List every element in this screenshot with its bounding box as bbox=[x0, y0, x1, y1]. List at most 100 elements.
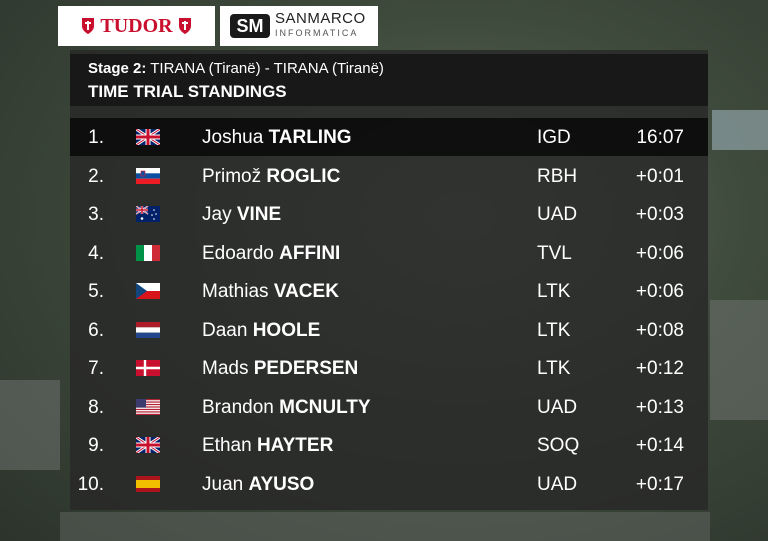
sponsor-name: TUDOR bbox=[100, 14, 173, 37]
rank: 4. bbox=[88, 242, 104, 264]
standing-row: 5. Mathias VACEK LTK +0:06 bbox=[70, 272, 708, 310]
team-code: UAD bbox=[537, 396, 578, 418]
standing-row: 3. Jay VINE UAD +0:03 bbox=[70, 195, 708, 233]
first-name: Mads bbox=[202, 358, 249, 379]
sponsor-sanmarco: SM SANMARCO INFORMATICA bbox=[220, 6, 378, 46]
last-name: ROGLIC bbox=[266, 165, 341, 187]
last-name: AFFINI bbox=[279, 242, 341, 264]
rank: 5. bbox=[88, 281, 104, 302]
background-building bbox=[60, 512, 710, 541]
last-name: HOOLE bbox=[252, 319, 321, 341]
standing-row: 6. Daan HOOLE LTK +0:08 bbox=[70, 311, 708, 349]
team-code: UAD bbox=[537, 204, 578, 225]
sponsor-text: SANMARCO INFORMATICA bbox=[275, 10, 366, 40]
stage-line: Stage 2: TIRANA (Tiranë) - TIRANA (Tiran… bbox=[88, 60, 384, 77]
time: +0:13 bbox=[635, 396, 684, 418]
last-name: VINE bbox=[236, 204, 282, 225]
time: +0:03 bbox=[635, 204, 684, 225]
rider-name: Mads PEDERSEN bbox=[202, 358, 358, 380]
team-code: RBH bbox=[537, 165, 578, 187]
time: +0:06 bbox=[635, 242, 684, 264]
rider-name: Joshua TARLING bbox=[202, 127, 352, 149]
panel-header: Stage 2: TIRANA (Tiranë) - TIRANA (Tiran… bbox=[70, 54, 708, 106]
rider-name: Juan AYUSO bbox=[202, 474, 314, 496]
sm-logo: SM bbox=[230, 14, 270, 38]
country-flag bbox=[136, 206, 160, 222]
standing-row: 9. Ethan HAYTER SOQ +0:14 bbox=[70, 426, 708, 464]
rank: 3. bbox=[88, 204, 104, 225]
country-flag bbox=[136, 321, 160, 338]
time: +0:12 bbox=[635, 358, 684, 379]
rider-name: Primož ROGLIC bbox=[202, 166, 340, 188]
rank: 6. bbox=[88, 319, 104, 341]
first-name: Juan bbox=[202, 473, 244, 495]
sponsor-tudor: TUDOR bbox=[58, 6, 215, 46]
last-name: AYUSO bbox=[248, 473, 315, 495]
time: +0:01 bbox=[635, 165, 684, 187]
time: +0:08 bbox=[635, 319, 684, 341]
standing-row: 10. Juan AYUSO UAD +0:17 bbox=[70, 465, 708, 503]
country-flag bbox=[136, 437, 160, 453]
team-code: SOQ bbox=[537, 435, 580, 456]
standing-row: 2. Primož ROGLIC RBH +0:01 bbox=[70, 157, 708, 195]
team-code: LTK bbox=[537, 319, 571, 341]
first-name: Daan bbox=[202, 319, 248, 341]
last-name: TARLING bbox=[268, 127, 352, 148]
last-name: MCNULTY bbox=[279, 396, 371, 418]
rider-name: Brandon MCNULTY bbox=[202, 397, 371, 419]
background-building bbox=[710, 300, 768, 420]
first-name: Edoardo bbox=[202, 242, 274, 264]
stage-label: Stage 2: bbox=[88, 60, 147, 77]
rank: 8. bbox=[88, 396, 104, 418]
standing-row: 1. Joshua TARLING IGD 16:07 bbox=[70, 118, 708, 156]
rank: 9. bbox=[88, 435, 104, 456]
first-name: Brandon bbox=[202, 396, 274, 418]
first-name: Mathias bbox=[202, 281, 269, 302]
country-flag bbox=[136, 360, 160, 376]
country-flag bbox=[136, 129, 160, 145]
tudor-logo bbox=[82, 18, 95, 34]
first-name: Joshua bbox=[202, 127, 264, 148]
time: +0:06 bbox=[635, 281, 684, 302]
last-name: VACEK bbox=[273, 281, 339, 302]
rider-name: Daan HOOLE bbox=[202, 320, 320, 342]
first-name: Jay bbox=[202, 204, 232, 225]
country-flag bbox=[136, 398, 160, 415]
stage-route: TIRANA (Tiranë) - TIRANA (Tiranë) bbox=[150, 60, 384, 77]
first-name: Ethan bbox=[202, 435, 252, 456]
rank: 10. bbox=[77, 473, 104, 495]
background-water bbox=[712, 110, 768, 150]
rider-name: Jay VINE bbox=[202, 204, 281, 226]
country-flag bbox=[136, 475, 160, 492]
sponsor-sub: INFORMATICA bbox=[275, 28, 359, 38]
country-flag bbox=[136, 244, 160, 261]
time: +0:14 bbox=[635, 435, 684, 456]
last-name: HAYTER bbox=[256, 435, 334, 456]
team-code: TVL bbox=[537, 242, 572, 264]
rank: 2. bbox=[88, 165, 104, 187]
team-code: IGD bbox=[537, 127, 571, 148]
rider-name: Edoardo AFFINI bbox=[202, 243, 340, 265]
rider-name: Ethan HAYTER bbox=[202, 435, 333, 457]
team-code: LTK bbox=[537, 281, 571, 302]
first-name: Primož bbox=[202, 165, 262, 187]
country-flag bbox=[136, 167, 160, 184]
sponsor-name: SANMARCO bbox=[275, 10, 366, 27]
background-building bbox=[0, 380, 60, 470]
standing-row: 7. Mads PEDERSEN LTK +0:12 bbox=[70, 349, 708, 387]
rank: 7. bbox=[88, 358, 104, 379]
standing-row: 8. Brandon MCNULTY UAD +0:13 bbox=[70, 388, 708, 426]
last-name: PEDERSEN bbox=[253, 358, 359, 379]
team-code: UAD bbox=[537, 473, 578, 495]
panel-title: TIME TRIAL STANDINGS bbox=[88, 82, 287, 101]
time: +0:17 bbox=[635, 473, 684, 495]
country-flag bbox=[136, 283, 160, 299]
standings-panel: Stage 2: TIRANA (Tiranë) - TIRANA (Tiran… bbox=[70, 50, 708, 510]
team-code: LTK bbox=[537, 358, 571, 379]
tudor-logo bbox=[178, 18, 191, 34]
standing-row: 4. Edoardo AFFINI TVL +0:06 bbox=[70, 234, 708, 272]
time: 16:07 bbox=[636, 127, 684, 148]
rider-name: Mathias VACEK bbox=[202, 281, 339, 303]
rank: 1. bbox=[88, 127, 104, 148]
